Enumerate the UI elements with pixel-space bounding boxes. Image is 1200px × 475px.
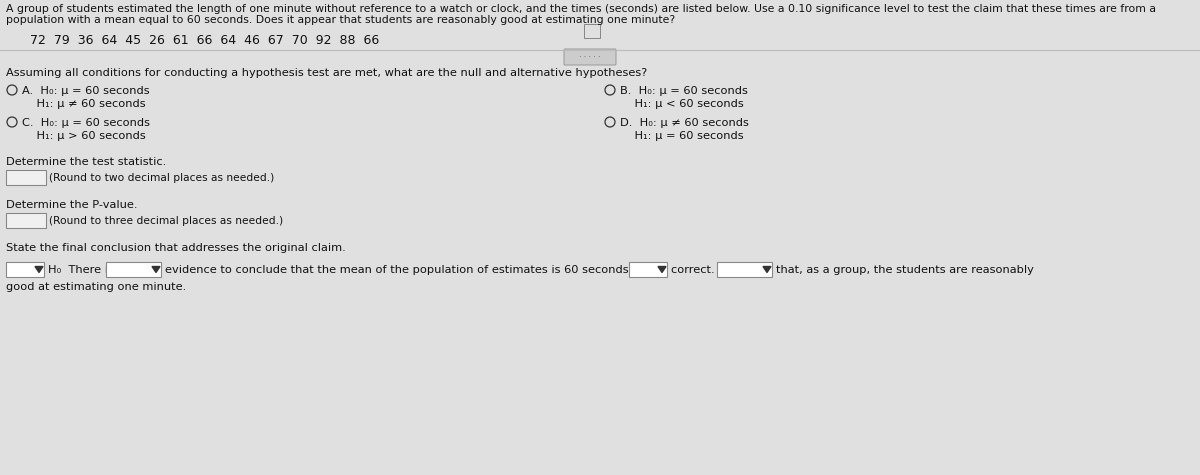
Text: B.  H₀: μ = 60 seconds: B. H₀: μ = 60 seconds [620, 86, 748, 96]
Polygon shape [763, 266, 772, 273]
Text: (Round to three decimal places as needed.): (Round to three decimal places as needed… [49, 216, 283, 226]
Text: correct. It: correct. It [671, 265, 726, 275]
Text: (Round to two decimal places as needed.): (Round to two decimal places as needed.) [49, 173, 275, 183]
Text: 72  79  36  64  45  26  61  66  64  46  67  70  92  88  66: 72 79 36 64 45 26 61 66 64 46 67 70 92 8… [30, 34, 379, 47]
Circle shape [7, 85, 17, 95]
Bar [629, 262, 667, 277]
Bar [6, 213, 46, 228]
Text: A group of students estimated the length of one minute without reference to a wa: A group of students estimated the length… [6, 4, 1156, 14]
Polygon shape [152, 266, 160, 273]
Bar [6, 262, 44, 277]
Polygon shape [35, 266, 43, 273]
Bar [718, 262, 772, 277]
Bar [6, 170, 46, 185]
Text: Assuming all conditions for conducting a hypothesis test are met, what are the n: Assuming all conditions for conducting a… [6, 68, 647, 78]
Text: C.  H₀: μ = 60 seconds: C. H₀: μ = 60 seconds [22, 118, 150, 128]
Text: H₁: μ < 60 seconds: H₁: μ < 60 seconds [620, 99, 744, 109]
Text: · · · · ·: · · · · · [580, 53, 601, 61]
Circle shape [605, 117, 616, 127]
Text: D.  H₀: μ ≠ 60 seconds: D. H₀: μ ≠ 60 seconds [620, 118, 749, 128]
Text: population with a mean equal to 60 seconds. Does it appear that students are rea: population with a mean equal to 60 secon… [6, 15, 676, 25]
Text: H₁: μ > 60 seconds: H₁: μ > 60 seconds [22, 131, 145, 141]
Text: A.  H₀: μ = 60 seconds: A. H₀: μ = 60 seconds [22, 86, 150, 96]
Text: State the final conclusion that addresses the original claim.: State the final conclusion that addresse… [6, 243, 346, 253]
Text: Determine the P-value.: Determine the P-value. [6, 200, 138, 210]
Text: good at estimating one minute.: good at estimating one minute. [6, 282, 186, 292]
Text: H₀  There is: H₀ There is [48, 265, 114, 275]
Bar [106, 262, 161, 277]
Text: Determine the test statistic.: Determine the test statistic. [6, 157, 167, 167]
FancyBboxPatch shape [564, 49, 616, 65]
Text: that, as a group, the students are reasonably: that, as a group, the students are reaso… [776, 265, 1034, 275]
Circle shape [7, 117, 17, 127]
Circle shape [605, 85, 616, 95]
Text: H₁: μ = 60 seconds: H₁: μ = 60 seconds [620, 131, 744, 141]
Text: evidence to conclude that the mean of the population of estimates is 60 seconds: evidence to conclude that the mean of th… [166, 265, 629, 275]
FancyBboxPatch shape [584, 24, 600, 38]
Text: H₁: μ ≠ 60 seconds: H₁: μ ≠ 60 seconds [22, 99, 145, 109]
Polygon shape [658, 266, 666, 273]
